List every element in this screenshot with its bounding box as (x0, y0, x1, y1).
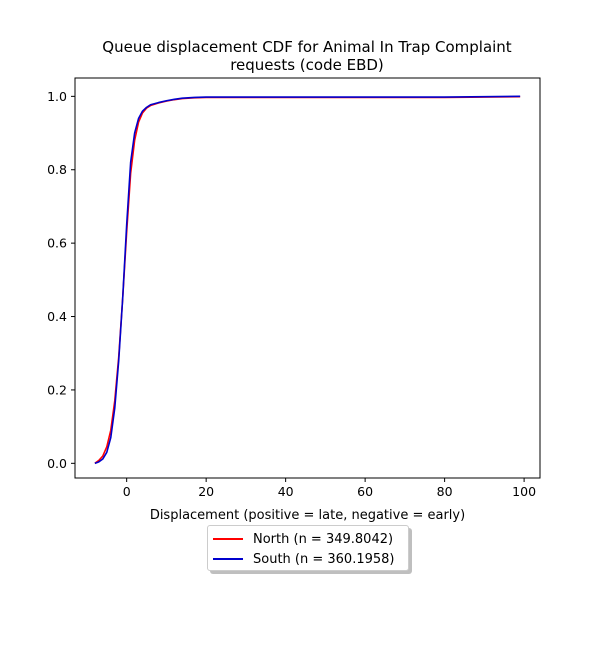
chart-title: Queue displacement CDF for Animal In Tra… (102, 38, 512, 74)
series-line-north (94, 95, 521, 464)
x-tick-label: 0 (123, 484, 131, 499)
x-tick-label: 60 (357, 484, 373, 499)
x-tick-label: 40 (278, 484, 294, 499)
x-tick-label: 20 (198, 484, 214, 499)
legend-swatch-south (213, 558, 243, 560)
x-tick-label: 100 (512, 484, 536, 499)
y-axis-ticks: 0.0 0.2 0.4 0.6 0.8 1.0 (47, 89, 75, 471)
x-tick-label: 80 (437, 484, 453, 499)
y-tick-label: 0.0 (47, 456, 67, 471)
legend-label-south: South (n = 360.1958) (253, 551, 395, 567)
legend-swatch-north (213, 538, 243, 540)
y-tick-label: 0.8 (47, 162, 67, 177)
y-tick-label: 0.2 (47, 382, 67, 397)
y-tick-label: 0.6 (47, 236, 67, 251)
legend-label-north: North (n = 349.8042) (253, 531, 394, 547)
chart-title-line-1: Queue displacement CDF for Animal In Tra… (102, 38, 512, 56)
y-tick-label: 1.0 (47, 89, 67, 104)
x-axis-label: Displacement (positive = late, negative … (150, 508, 465, 523)
y-tick-label: 0.4 (47, 309, 67, 324)
series-lines (94, 95, 521, 465)
plot-area (74, 77, 541, 479)
legend-item-north: North (n = 349.8042) (208, 529, 408, 549)
series-line-south (94, 95, 521, 465)
x-axis-ticks: 0 20 40 60 80 100 (123, 478, 536, 499)
legend-item-south: South (n = 360.1958) (208, 549, 408, 569)
legend: North (n = 349.8042) South (n = 360.1958… (207, 525, 409, 571)
chart-title-line-2: requests (code EBD) (230, 56, 384, 74)
